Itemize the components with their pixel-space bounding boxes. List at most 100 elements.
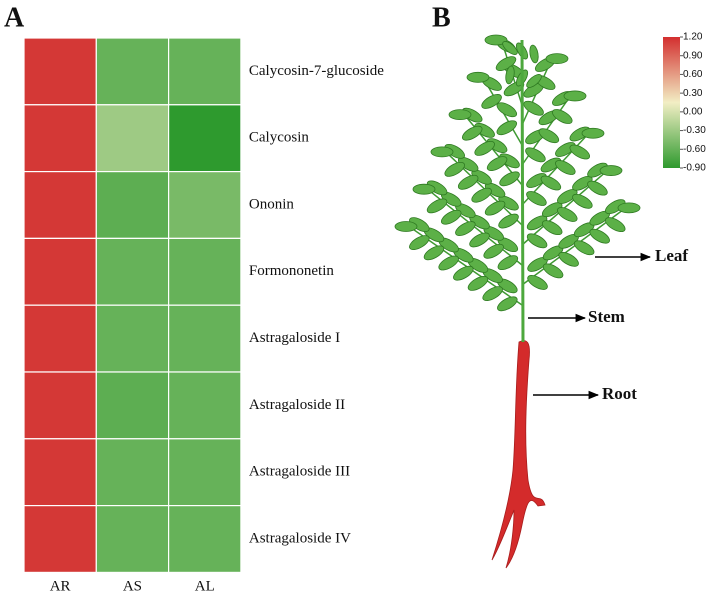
heatmap-cell	[95, 171, 170, 240]
heatmap-cell	[168, 37, 242, 106]
leaf	[496, 102, 518, 118]
leaf	[461, 125, 483, 141]
heatmap-cell	[168, 171, 242, 240]
heatmap-cell	[95, 37, 170, 106]
leaf	[527, 275, 548, 290]
heatmap-cell	[95, 438, 170, 507]
row-label: Astragaloside IV	[249, 530, 351, 546]
leaf	[587, 162, 608, 178]
leaf	[444, 161, 465, 177]
leaf	[483, 243, 504, 259]
leaf	[558, 251, 579, 267]
leaf	[599, 165, 623, 176]
heatmap-cell	[23, 304, 97, 373]
leaf	[541, 202, 563, 218]
leaf	[481, 94, 502, 109]
panel-label: B	[432, 2, 451, 33]
heatmap-cell	[23, 37, 97, 106]
leaf	[526, 191, 547, 206]
leaf	[457, 174, 479, 190]
leaf	[604, 217, 626, 233]
leaf	[448, 109, 472, 120]
column-label: AR	[50, 578, 71, 594]
root	[491, 340, 546, 569]
leaf	[557, 207, 578, 222]
leaf	[529, 44, 539, 64]
heatmap-cell	[23, 438, 97, 507]
leaf	[589, 228, 610, 244]
leaf	[471, 169, 492, 185]
row-label: Astragaloside II	[249, 397, 345, 413]
leaf	[573, 240, 595, 256]
leaf	[426, 198, 448, 214]
leaf	[502, 41, 518, 55]
heatmap-cell	[23, 171, 97, 240]
row-label: Calycosin-7-glucoside	[249, 63, 384, 79]
column-label: AL	[195, 578, 215, 594]
leaf	[486, 156, 508, 172]
colorbar	[663, 37, 680, 168]
plant-label: Root	[602, 384, 637, 403]
heatmap-cell	[23, 505, 97, 574]
leaf	[587, 180, 608, 196]
heatmap-cell	[168, 438, 242, 507]
row-label: Formononetin	[249, 263, 334, 279]
leaf	[496, 120, 518, 136]
colorbar-tick-label: 0.00	[683, 106, 703, 117]
row-label: Astragaloside III	[249, 464, 350, 480]
colorbar-tick-label: -0.30	[683, 125, 706, 136]
leaf	[552, 109, 573, 124]
leaf	[572, 193, 593, 209]
leaf	[499, 171, 520, 187]
leaf	[604, 199, 626, 215]
leaf	[484, 182, 506, 198]
heatmap-cell	[23, 237, 97, 306]
colorbar-tick-label: -0.90	[683, 163, 706, 174]
leaf	[617, 202, 641, 214]
leaf	[498, 195, 519, 211]
leaf	[455, 221, 476, 236]
leaf	[409, 235, 430, 251]
leaf	[409, 217, 430, 233]
panel-label: A	[4, 2, 25, 33]
plant-label: Leaf	[655, 246, 688, 265]
leaf	[469, 232, 490, 248]
leaf	[563, 90, 587, 102]
heatmap-cell	[168, 371, 242, 440]
heatmap-cell	[168, 237, 242, 306]
leaf	[438, 255, 459, 271]
leaf	[505, 65, 515, 85]
leaf	[545, 53, 569, 65]
heatmap-cell	[95, 104, 170, 173]
leaf	[538, 128, 560, 144]
leaf	[572, 175, 593, 191]
colorbar-tick-label: 0.30	[683, 88, 703, 99]
leaf	[540, 175, 562, 191]
leaf	[412, 183, 436, 195]
heatmap-cell	[23, 104, 97, 173]
leaf	[555, 160, 576, 175]
leaf	[569, 144, 591, 160]
leaf	[444, 143, 465, 159]
row-label: Astragaloside I	[249, 330, 340, 346]
heatmap-cell	[95, 237, 170, 306]
colorbar-tick-label: -0.60	[683, 144, 706, 155]
heatmap-cell	[23, 371, 97, 440]
leaf	[471, 187, 492, 203]
leaf	[526, 233, 548, 249]
heatmap-cell	[168, 304, 242, 373]
leaf	[394, 221, 418, 232]
heatmap-cell	[95, 371, 170, 440]
leaf	[430, 146, 454, 158]
leaf	[440, 209, 462, 225]
leaf	[467, 275, 489, 291]
plant-label: Stem	[588, 307, 625, 326]
leaf	[484, 200, 506, 216]
row-label: Calycosin	[249, 130, 309, 146]
leaf	[557, 189, 578, 204]
heatmap-cell	[95, 505, 170, 574]
colorbar-tick-label: 1.20	[683, 32, 703, 43]
leaf	[474, 140, 495, 156]
leaf	[541, 220, 563, 236]
